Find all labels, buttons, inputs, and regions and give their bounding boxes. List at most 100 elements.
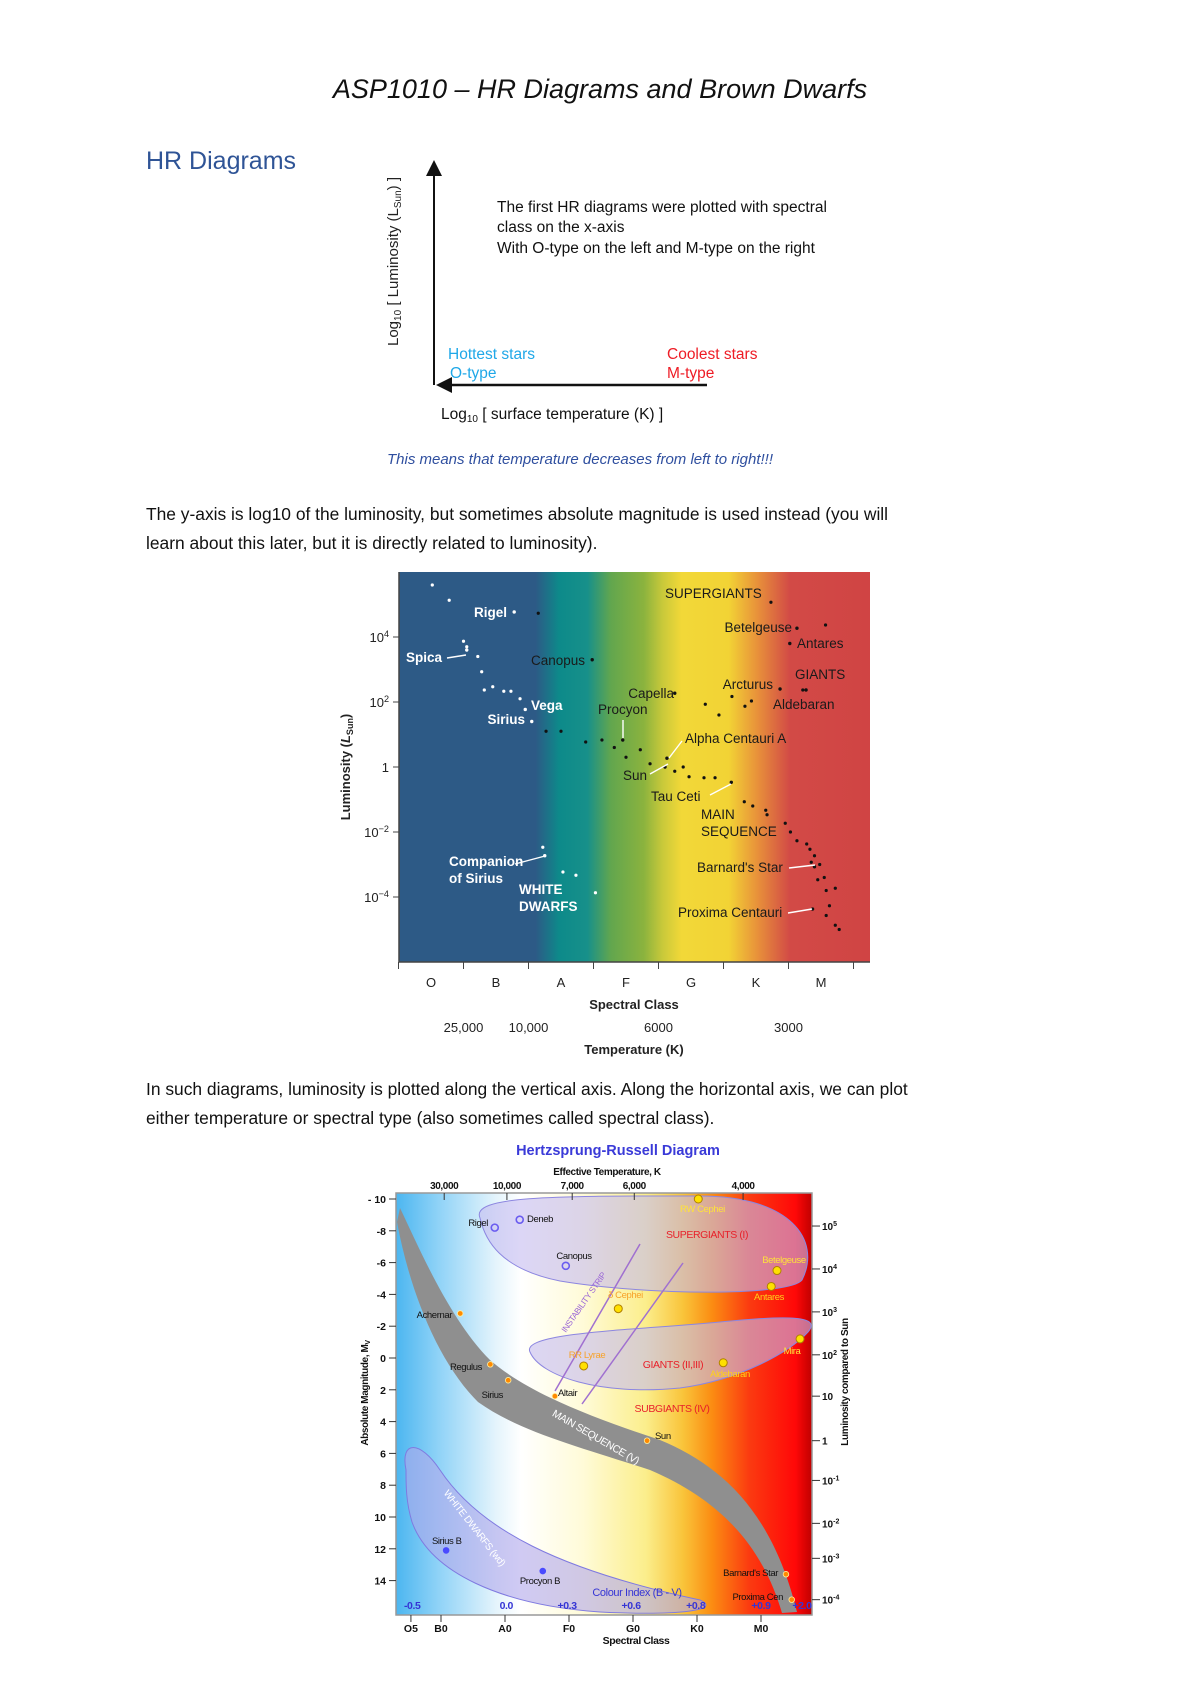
star-point	[648, 762, 652, 766]
tick-base: 10	[822, 1596, 834, 1607]
leader-line	[787, 908, 813, 914]
star-point-alpha-centauri-a	[665, 756, 669, 760]
note-line-1: The first HR diagrams were plotted with …	[497, 199, 827, 216]
star-marker-sun	[643, 1437, 651, 1444]
y2-tick-label: 1	[822, 1437, 828, 1448]
y2-tick-label: 10-1	[822, 1475, 839, 1487]
tick-exponent: −2	[379, 824, 389, 834]
star-label: Capella	[628, 686, 674, 701]
star-label: Alpha Centauri A	[685, 731, 786, 746]
temperature-tick-label: 6000	[644, 1020, 673, 1035]
y-title-sub: V	[365, 1340, 372, 1345]
star-point-rigel	[512, 610, 516, 614]
giants-region	[529, 1317, 812, 1391]
y-tick-label: 6	[380, 1448, 386, 1460]
star-point	[827, 904, 832, 908]
star-label: Spica	[406, 650, 443, 665]
tick-base: 10	[369, 695, 383, 710]
colour-index-title: Colour Index (B - V)	[592, 1587, 681, 1599]
x-tick-label: M	[816, 975, 827, 990]
star-point	[502, 689, 506, 693]
star-point	[801, 688, 805, 692]
y-tick-label: 8	[380, 1480, 386, 1492]
star-label: Betelgeuse	[762, 1255, 806, 1266]
region-label-supergiants: SUPERGIANTS (I)	[666, 1229, 748, 1241]
y2-tick-label: 10-3	[822, 1553, 839, 1565]
y-tick-label: 102	[369, 694, 389, 710]
star-point	[837, 927, 841, 932]
colour-index-tick-label: -0.5	[404, 1600, 421, 1612]
document-title: ASP1010 – HR Diagrams and Brown Dwarfs	[332, 74, 868, 104]
star-point	[491, 685, 495, 689]
star-label: δ Cephei	[608, 1290, 643, 1301]
star-label: Mira	[784, 1346, 802, 1357]
m-type-label: M-type	[667, 365, 714, 382]
colour-index-tick-label: +0.9	[751, 1600, 771, 1612]
star-point	[687, 775, 691, 779]
region-label-giants: GIANTS (II,III)	[643, 1359, 704, 1371]
hottest-stars-label: Hottest stars	[448, 346, 535, 363]
star-point	[713, 776, 717, 780]
star-point	[461, 639, 466, 643]
star-point	[482, 688, 486, 692]
y-tick-label: -2	[377, 1321, 386, 1333]
y-title-main: Luminosity (	[338, 742, 353, 820]
star-label: Achernar	[417, 1310, 453, 1321]
tick-exponent: 2	[833, 1350, 837, 1357]
tick-exponent: 4	[384, 629, 389, 639]
star-point-antares	[788, 641, 792, 646]
y-tick-label: 10	[374, 1512, 386, 1524]
star-point-arcturus	[778, 687, 782, 691]
x-tick-label: G	[686, 975, 696, 990]
tick-base: 10	[822, 1554, 834, 1565]
tick-base: 10	[822, 1351, 834, 1362]
temperature-tick-label: 25,000	[444, 1020, 484, 1035]
star-label: RW Cephei	[680, 1204, 725, 1215]
star-point	[574, 873, 578, 877]
tick-exponent: 2	[384, 694, 389, 704]
leader-line	[709, 783, 732, 796]
star-marker-rw-cephei	[693, 1194, 703, 1204]
star-point	[795, 839, 799, 843]
tick-exponent: -1	[833, 1475, 839, 1482]
star-point	[559, 729, 563, 733]
o-type-label: O-type	[450, 365, 497, 382]
star-label: Barnard's Star	[723, 1568, 778, 1579]
x-tick-label: A0	[498, 1623, 512, 1635]
temperature-tick-label: 10,000	[509, 1020, 549, 1035]
tick-base: 10	[822, 1476, 834, 1487]
star-marker-betelgeuse	[772, 1266, 782, 1276]
x-tick-label: K0	[690, 1623, 704, 1635]
paragraph-2-line-1: In such diagrams, luminosity is plotted …	[146, 1079, 908, 1099]
tick-exponent: −4	[379, 889, 389, 899]
star-point	[742, 800, 746, 804]
star-point	[702, 776, 706, 780]
x-tick-label: O5	[404, 1623, 418, 1635]
temperature-tick-label: 7,000	[561, 1181, 585, 1192]
star-point	[824, 913, 828, 918]
star-marker-rigel	[490, 1223, 500, 1232]
star-point	[541, 845, 545, 849]
star-marker-sirius-b	[442, 1547, 450, 1554]
star-label: Aldebaran	[773, 697, 835, 712]
star-point-proxima-centauri	[810, 907, 815, 911]
star-marker-barnard-s-star	[782, 1571, 790, 1578]
star-label: Antares	[797, 636, 844, 651]
star-point	[812, 854, 817, 858]
y-tick-label: 10−4	[364, 889, 389, 905]
star-point	[765, 813, 769, 817]
star-point	[808, 847, 812, 851]
star-point-procyon	[621, 738, 625, 742]
y-tick-label: 2	[380, 1385, 386, 1397]
colour-index-tick-label: +0.8	[686, 1600, 706, 1612]
star-point	[816, 878, 820, 882]
temperature-tick-label: 4,000	[732, 1181, 756, 1192]
tick-exponent: -2	[833, 1518, 839, 1525]
y-tick-label: -4	[377, 1289, 386, 1301]
star-point-tau-ceti	[729, 780, 733, 784]
y-title-sub: Sun	[345, 718, 355, 735]
star-label: Companion	[449, 854, 523, 869]
star-marker-altair	[551, 1392, 559, 1400]
